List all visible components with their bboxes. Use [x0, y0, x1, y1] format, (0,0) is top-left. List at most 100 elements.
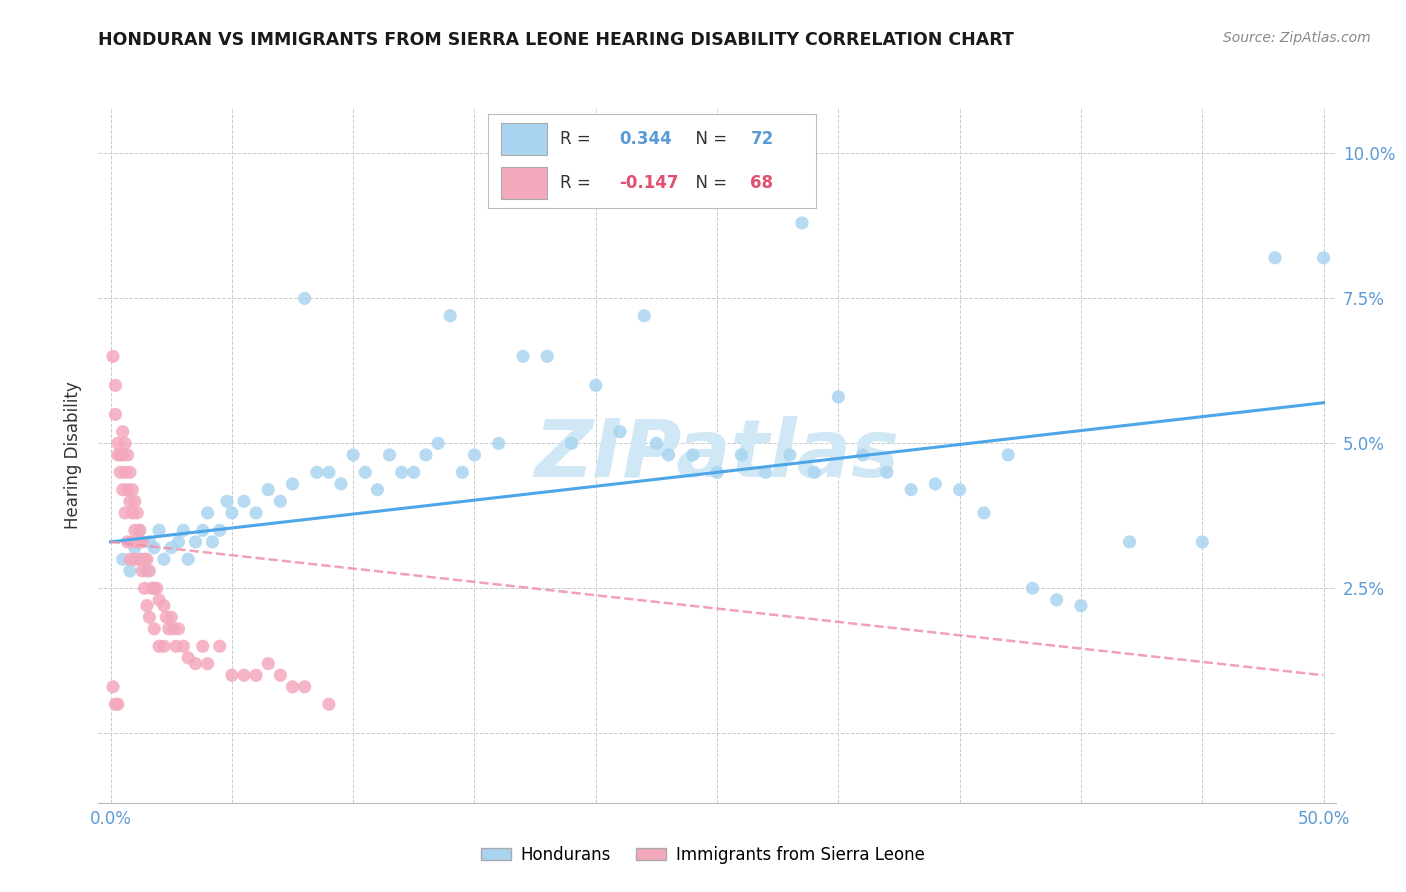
Point — [488, 436, 510, 450]
Point — [191, 523, 214, 537]
Point — [318, 466, 340, 480]
Point — [378, 448, 401, 462]
Point — [111, 483, 134, 497]
Point — [153, 599, 176, 613]
Point — [104, 698, 127, 712]
Point — [197, 506, 219, 520]
Point — [118, 466, 141, 480]
Point — [949, 483, 972, 497]
Point — [107, 436, 129, 450]
Point — [134, 552, 156, 566]
Point — [136, 552, 159, 566]
Point — [208, 639, 231, 653]
Point — [924, 476, 946, 491]
Point — [101, 680, 124, 694]
Point — [117, 448, 139, 462]
Point — [138, 564, 160, 578]
Point — [128, 523, 150, 537]
Point — [281, 476, 304, 491]
Point — [463, 448, 485, 462]
Point — [117, 483, 139, 497]
Point — [114, 506, 136, 520]
Point — [148, 639, 170, 653]
Point — [354, 466, 377, 480]
Point — [1070, 599, 1092, 613]
Point — [215, 494, 238, 508]
Point — [114, 466, 136, 480]
Point — [121, 483, 143, 497]
Point — [318, 698, 340, 712]
Point — [269, 668, 291, 682]
Point — [138, 534, 160, 549]
Point — [153, 639, 176, 653]
Point — [121, 506, 143, 520]
Point — [114, 436, 136, 450]
Point — [706, 466, 728, 480]
Point — [512, 350, 534, 364]
Point — [138, 610, 160, 624]
Point — [128, 523, 150, 537]
Point — [117, 534, 139, 549]
Point — [134, 582, 156, 596]
Point — [172, 639, 194, 653]
Point — [167, 534, 190, 549]
Point — [162, 622, 184, 636]
Point — [124, 494, 146, 508]
Point — [104, 407, 127, 422]
Point — [245, 506, 267, 520]
Point — [101, 350, 124, 364]
Point — [645, 436, 668, 450]
Point — [177, 552, 200, 566]
Point — [136, 564, 159, 578]
Point — [118, 494, 141, 508]
Point — [148, 592, 170, 607]
Point — [208, 523, 231, 537]
Point — [790, 216, 813, 230]
Point — [131, 534, 153, 549]
Point — [136, 599, 159, 613]
Point — [281, 680, 304, 694]
Point — [111, 425, 134, 439]
Point — [131, 552, 153, 566]
Point — [585, 378, 607, 392]
Point — [257, 483, 280, 497]
Text: Source: ZipAtlas.com: Source: ZipAtlas.com — [1223, 31, 1371, 45]
Point — [124, 552, 146, 566]
Point — [201, 534, 224, 549]
Point — [124, 541, 146, 555]
Point — [900, 483, 922, 497]
Point — [997, 448, 1019, 462]
Point — [609, 425, 631, 439]
Point — [197, 657, 219, 671]
Point — [257, 657, 280, 671]
Point — [1046, 592, 1069, 607]
Point — [536, 350, 558, 364]
Point — [127, 506, 149, 520]
Point — [294, 291, 316, 305]
Point — [131, 564, 153, 578]
Text: ZIPatlas: ZIPatlas — [534, 416, 900, 494]
Point — [269, 494, 291, 508]
Point — [107, 698, 129, 712]
Point — [148, 523, 170, 537]
Point — [124, 523, 146, 537]
Point — [451, 466, 474, 480]
Point — [342, 448, 364, 462]
Point — [141, 582, 163, 596]
Point — [145, 582, 167, 596]
Point — [1312, 251, 1334, 265]
Point — [560, 436, 582, 450]
Point — [111, 448, 134, 462]
Point — [157, 622, 180, 636]
Point — [1191, 534, 1213, 549]
Point — [439, 309, 461, 323]
Point — [143, 622, 166, 636]
Point — [1021, 582, 1043, 596]
Point — [160, 541, 183, 555]
Point — [305, 466, 328, 480]
Point — [107, 448, 129, 462]
Point — [803, 466, 825, 480]
Point — [294, 680, 316, 694]
Point — [330, 476, 353, 491]
Point — [827, 390, 849, 404]
